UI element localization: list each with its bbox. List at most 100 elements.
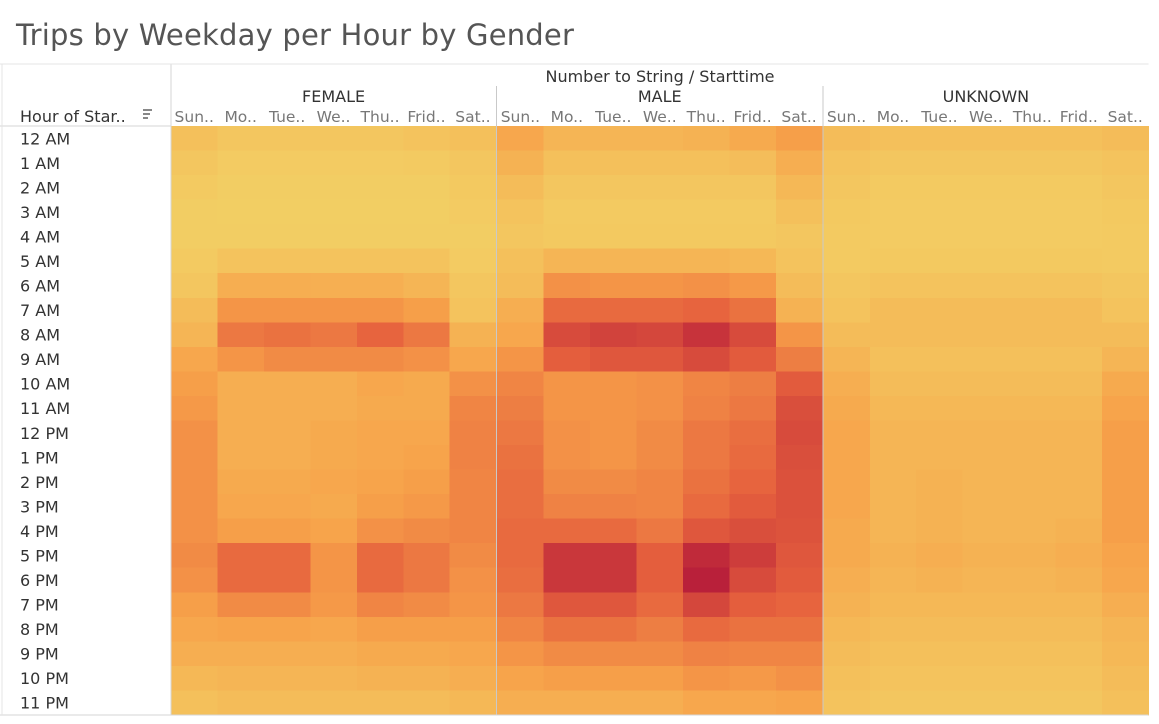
- heatmap-cell: [403, 641, 451, 667]
- heatmap-cell: [823, 690, 871, 716]
- heatmap-cell: [729, 592, 777, 618]
- heatmap-cell: [449, 273, 497, 299]
- heatmap-cell: [497, 395, 545, 422]
- heatmap-cell: [1102, 199, 1150, 225]
- heatmap-cell: [497, 126, 545, 152]
- heatmap-cell: [962, 494, 1010, 520]
- heatmap-cell: [171, 175, 219, 201]
- heatmap-cell: [590, 665, 638, 692]
- hour-label: 7 PM: [20, 596, 59, 615]
- heatmap-cell: [403, 297, 451, 323]
- heatmap-cell: [823, 494, 871, 520]
- heatmap-cell: [869, 346, 917, 372]
- heatmap-cell: [356, 150, 404, 176]
- heatmap-cell: [1055, 543, 1103, 569]
- day-label: Mo..: [877, 108, 909, 126]
- heatmap-cell: [823, 346, 871, 372]
- heatmap-cell: [356, 445, 404, 471]
- heatmap-cell: [171, 371, 219, 397]
- heatmap-cell: [497, 494, 545, 520]
- heatmap-cell: [263, 126, 311, 152]
- day-label: Frid..: [734, 108, 772, 126]
- heatmap-cell: [310, 616, 358, 642]
- heatmap-cell: [916, 395, 964, 422]
- heatmap-cell: [869, 420, 917, 446]
- heatmap-cell: [962, 273, 1010, 299]
- heatmap-cell: [217, 150, 265, 176]
- heatmap-cell: [403, 665, 451, 692]
- heatmap-cell: [682, 616, 730, 642]
- heatmap-cell: [310, 665, 358, 692]
- heatmap-cell: [356, 395, 404, 422]
- heatmap-cell: [775, 518, 823, 544]
- heatmap-cell: [310, 420, 358, 446]
- heatmap-cell: [403, 518, 451, 544]
- heatmap-cell: [869, 567, 917, 593]
- heatmap-cell: [869, 322, 917, 348]
- heatmap-cell: [1055, 346, 1103, 372]
- heatmap-cell: [590, 616, 638, 642]
- heatmap-cell: [449, 199, 497, 225]
- heatmap-cell: [869, 224, 917, 250]
- heatmap-cell: [449, 543, 497, 569]
- heatmap-cell: [729, 224, 777, 250]
- heatmap-cell: [636, 126, 684, 152]
- heatmap-cell: [403, 248, 451, 274]
- heatmap-cell: [636, 494, 684, 520]
- heatmap-cell: [171, 297, 219, 323]
- day-label: Mo..: [551, 108, 583, 126]
- heatmap-cell: [823, 371, 871, 397]
- heatmap-cell: [310, 592, 358, 618]
- heatmap-cell: [171, 248, 219, 274]
- day-label: Sun..: [175, 108, 214, 126]
- heatmap-cell: [1009, 641, 1057, 667]
- heatmap-cell: [636, 346, 684, 372]
- day-label: Sat..: [781, 108, 816, 126]
- hour-label: 3 AM: [20, 203, 60, 222]
- heatmap-cell: [1055, 616, 1103, 642]
- day-label: We..: [317, 108, 351, 126]
- heatmap-cell: [823, 543, 871, 569]
- heatmap-cell: [916, 322, 964, 348]
- heatmap-cell: [869, 297, 917, 323]
- heatmap-cell: [869, 126, 917, 152]
- heatmap-cell: [729, 616, 777, 642]
- heatmap-cell: [962, 592, 1010, 618]
- hour-label: 8 PM: [20, 620, 59, 639]
- heatmap-cell: [1055, 150, 1103, 176]
- heatmap-cell: [1055, 395, 1103, 422]
- heatmap-cell: [869, 371, 917, 397]
- heatmap-cell: [263, 395, 311, 422]
- heatmap-cell: [543, 322, 591, 348]
- heatmap-cell: [682, 395, 730, 422]
- heatmap-cell: [497, 420, 545, 446]
- hour-label: 3 PM: [20, 497, 59, 516]
- heatmap-cell: [869, 494, 917, 520]
- heatmap-cell: [636, 469, 684, 495]
- heatmap-cell: [403, 494, 451, 520]
- heatmap-cell: [1009, 297, 1057, 323]
- heatmap-cell: [682, 248, 730, 274]
- heatmap-cell: [916, 224, 964, 250]
- hour-label: 11 AM: [20, 399, 70, 418]
- heatmap-cell: [543, 543, 591, 569]
- hour-label: 5 PM: [20, 546, 59, 565]
- heatmap-cell: [310, 469, 358, 495]
- heatmap-cell: [823, 224, 871, 250]
- heatmap-cell: [356, 322, 404, 348]
- heatmap-cell: [403, 616, 451, 642]
- heatmap-cell: [775, 395, 823, 422]
- heatmap-cell: [916, 420, 964, 446]
- heatmap-cell: [263, 273, 311, 299]
- row-header-title: Hour of Star..: [20, 107, 126, 126]
- heatmap-cell: [916, 150, 964, 176]
- sort-icon[interactable]: [143, 109, 152, 119]
- heatmap-cell: [636, 592, 684, 618]
- heatmap-cell: [263, 592, 311, 618]
- heatmap-cell: [590, 126, 638, 152]
- heatmap-cell: [171, 150, 219, 176]
- heatmap-cell: [171, 420, 219, 446]
- heatmap-cell: [590, 199, 638, 225]
- heatmap-cell: [590, 445, 638, 471]
- heatmap-cell: [171, 199, 219, 225]
